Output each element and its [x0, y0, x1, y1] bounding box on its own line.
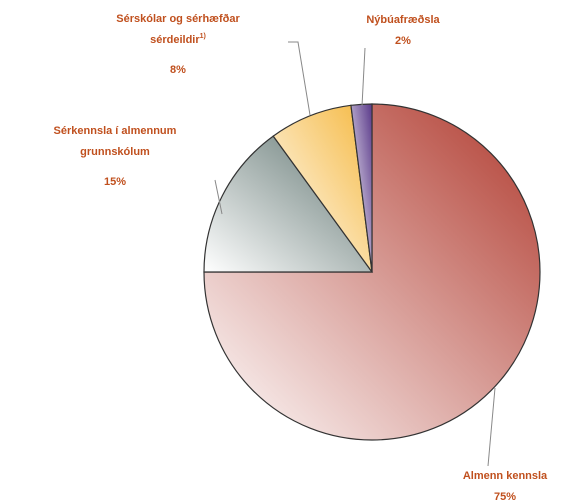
- category-label: grunnskólum: [80, 146, 150, 158]
- value-label: 75%: [494, 491, 516, 503]
- leader-line: [214, 179, 223, 215]
- category-label: Sérkennsla í almennum: [54, 125, 177, 137]
- value-label: 8%: [170, 64, 186, 76]
- category-label: Almenn kennsla: [463, 470, 548, 482]
- leader-line: [288, 41, 311, 116]
- value-label: 2%: [395, 35, 411, 47]
- category-label: sérdeildir1): [150, 33, 206, 46]
- value-label: 15%: [104, 176, 126, 188]
- pie-slice: [203, 135, 374, 273]
- footnote-mark: 1): [200, 33, 206, 40]
- leader-line: [361, 47, 366, 107]
- pie-slice: [350, 103, 373, 273]
- category-label: Sérskólar og sérhæfðar: [116, 13, 240, 25]
- leader-line: [487, 387, 496, 467]
- category-label: Nýbúafræðsla: [366, 14, 440, 26]
- pie-slice: [203, 103, 541, 441]
